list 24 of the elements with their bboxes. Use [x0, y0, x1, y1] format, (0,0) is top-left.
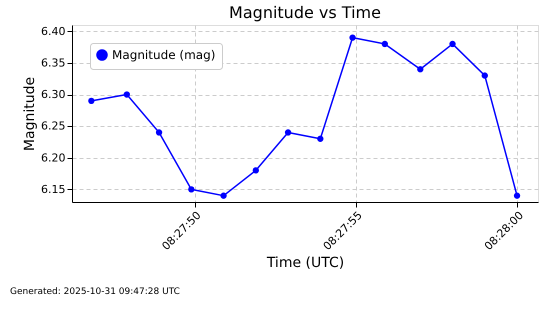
y-tick-label: 6.25	[41, 120, 66, 133]
point	[449, 40, 456, 48]
point	[88, 98, 95, 104]
point	[124, 91, 130, 98]
point	[317, 136, 324, 142]
point	[284, 129, 292, 136]
point	[156, 129, 162, 136]
chart-title: Magnitude vs Time	[229, 3, 381, 22]
y-tick-label: 6.40	[41, 24, 66, 38]
y-tick-label: 6.15	[41, 182, 66, 196]
x-axis-title: Time (UTC)	[266, 255, 344, 272]
y-tick-label: 6.35	[41, 56, 66, 70]
y-tick-label: 6.20	[41, 151, 66, 164]
point	[514, 192, 520, 199]
text: Generated: 2025-10-31 09:47:28 UTC	[10, 287, 180, 297]
point	[482, 72, 488, 79]
point	[417, 66, 424, 72]
point	[188, 186, 194, 193]
legend-label: Magnitude (mag)	[112, 48, 216, 62]
y-tick-label: 6.30	[41, 88, 66, 102]
point	[220, 192, 227, 199]
point	[349, 34, 356, 41]
point	[252, 167, 259, 174]
y-axis-title: Magnitude	[22, 76, 38, 152]
